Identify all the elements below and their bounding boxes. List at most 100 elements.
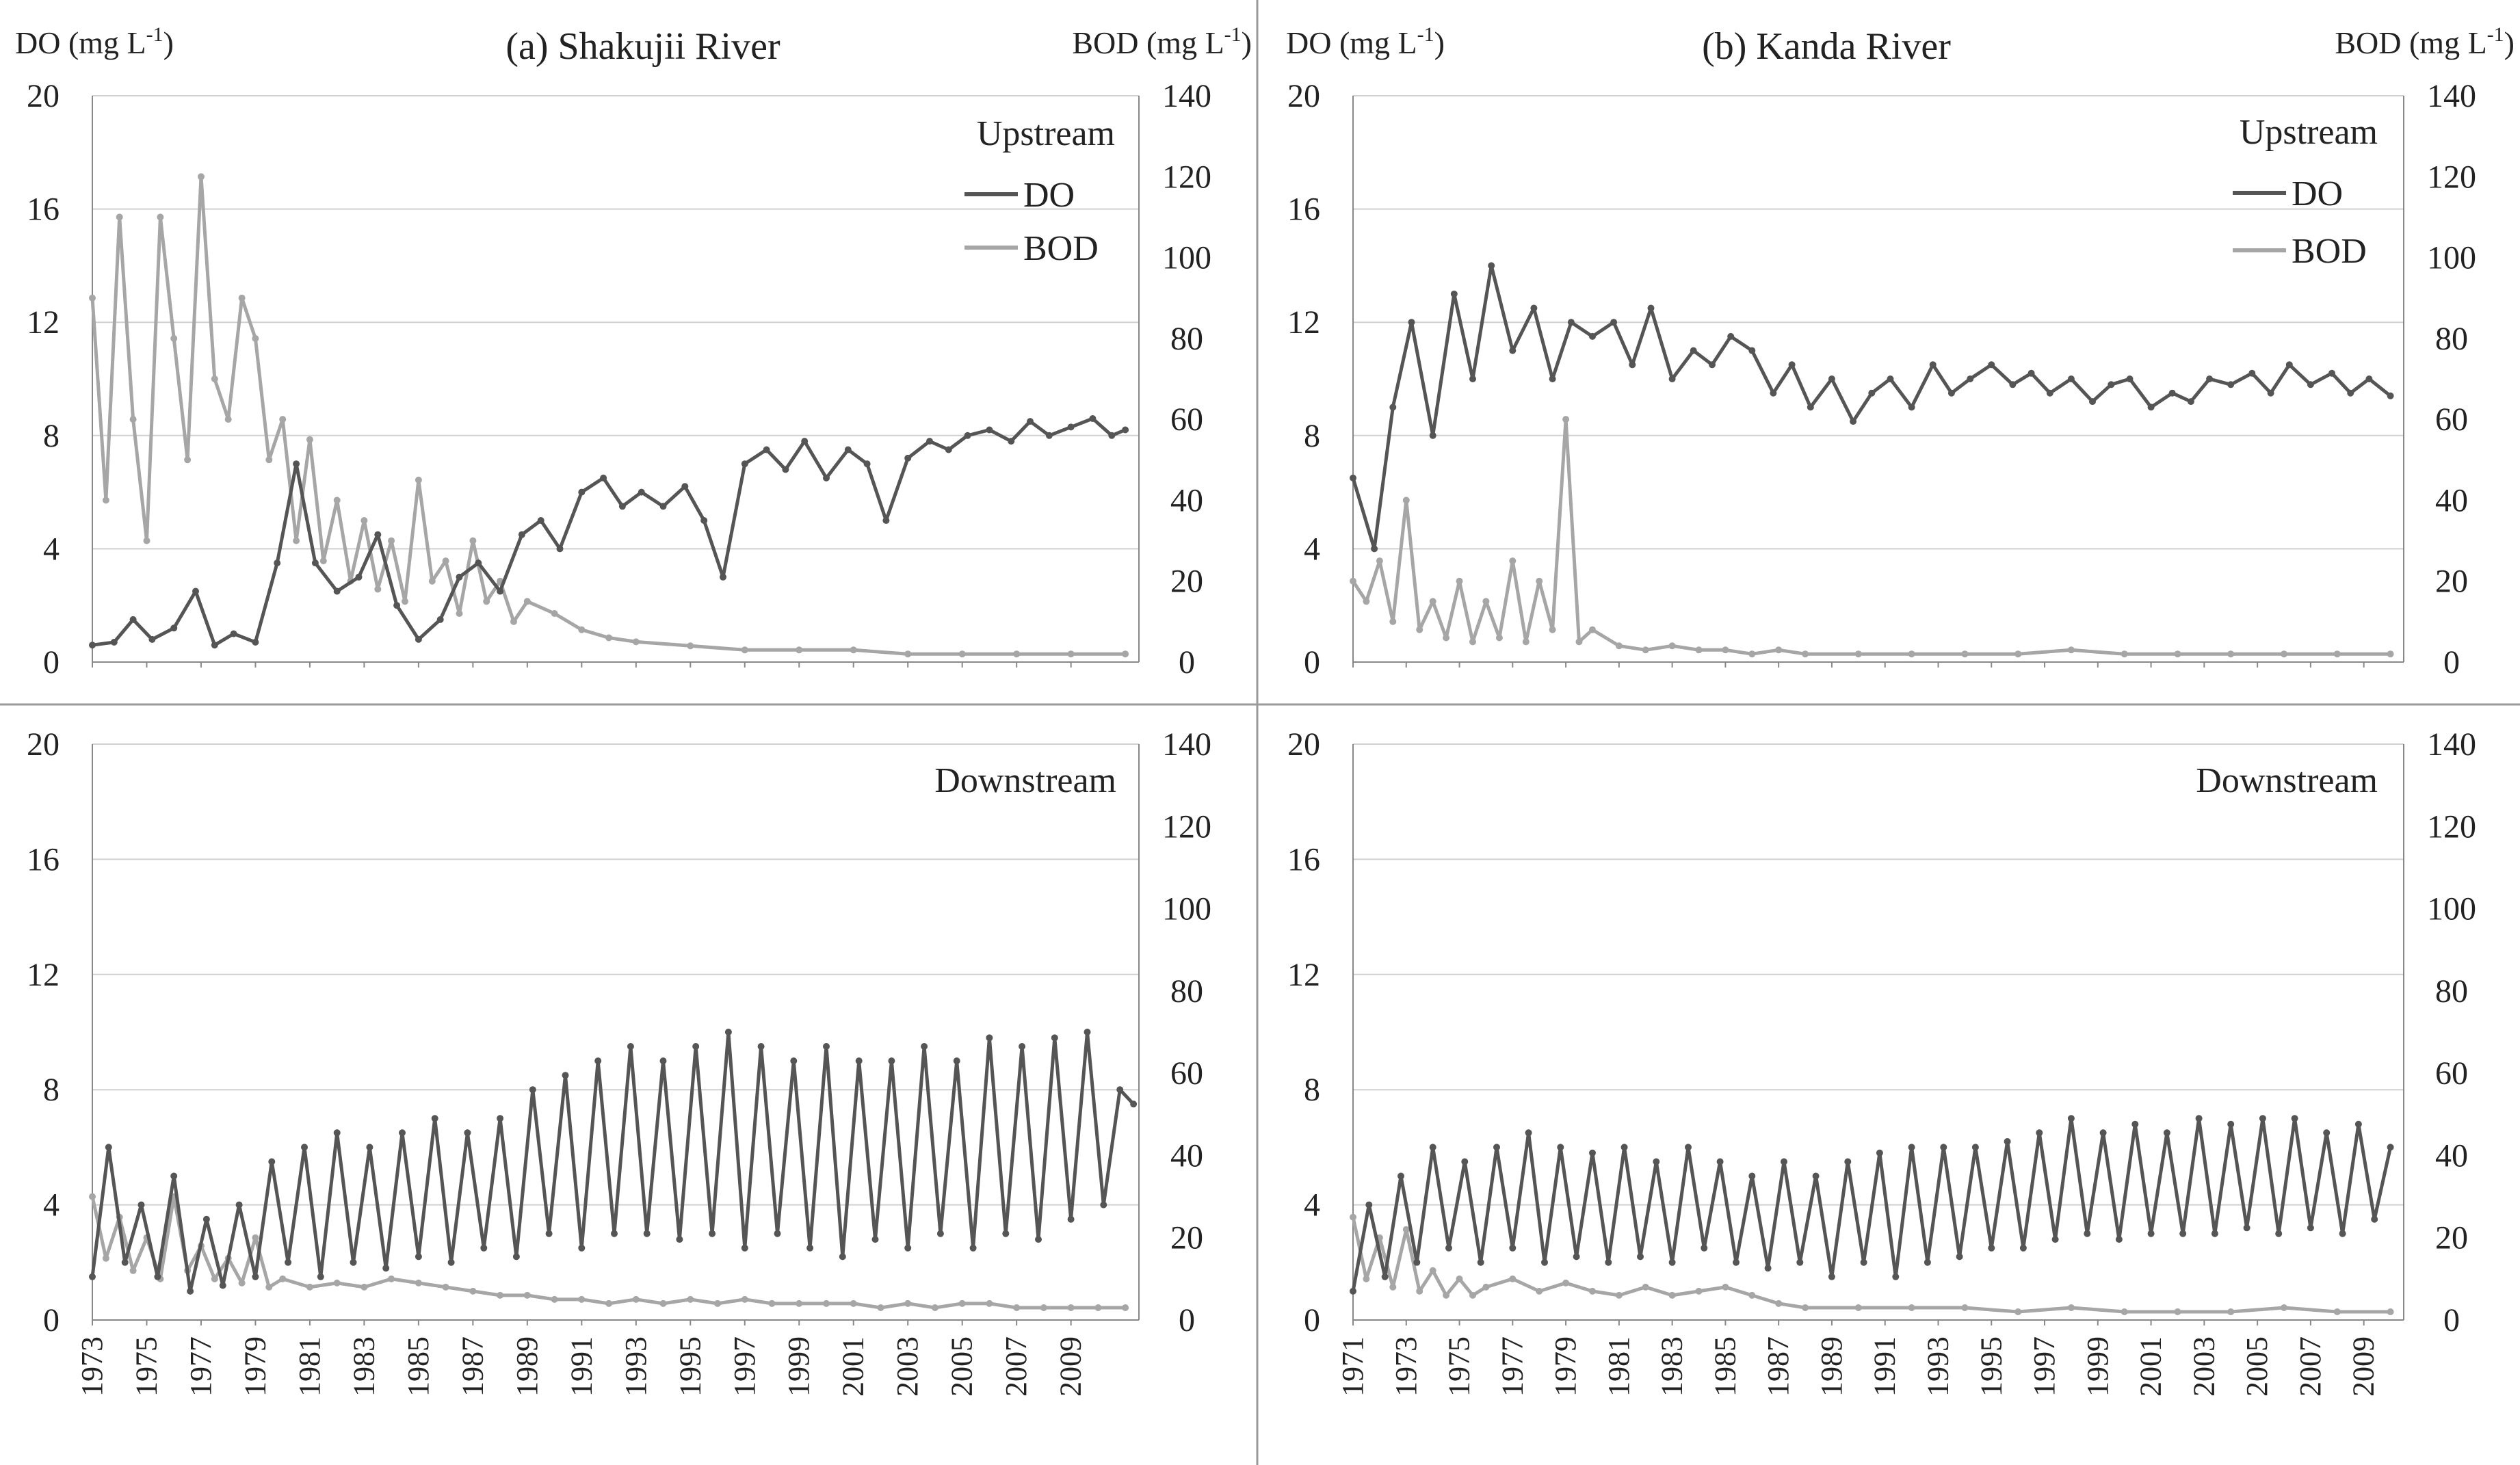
data-point-bod [1854, 650, 1862, 658]
data-point-bod [1429, 598, 1436, 605]
data-point-do [333, 1129, 341, 1137]
data-point-do [1892, 1273, 1900, 1280]
data-point-do [1647, 304, 1655, 312]
data-point-bod [279, 416, 287, 423]
data-point-do [1685, 1144, 1692, 1151]
data-point-bod [1482, 1283, 1490, 1291]
data-point-do [436, 616, 444, 623]
data-point-bod [224, 416, 232, 423]
y-tick-label-right: 100 [1162, 891, 1211, 927]
data-point-bod [958, 650, 966, 658]
data-point-do [89, 1273, 96, 1280]
data-point-bod [1482, 598, 1490, 605]
data-point-do [2371, 1215, 2378, 1223]
data-point-do [757, 1043, 765, 1050]
data-point-bod [456, 610, 463, 617]
data-point-bod [1536, 577, 1543, 585]
data-point-bod [523, 598, 531, 605]
data-point-do [2089, 398, 2096, 406]
data-point-do [823, 1043, 830, 1050]
data-point-bod [143, 537, 150, 544]
data-point-do [1493, 1144, 1500, 1151]
chart-panel-a-upstream: DO (mg L-1) (a) Shakujii River BOD (mg L… [15, 23, 1252, 681]
data-point-do [1637, 1253, 1644, 1261]
data-point-do [211, 642, 218, 649]
data-point-bod [184, 456, 192, 464]
y-tick-label-left: 8 [1304, 418, 1320, 454]
data-point-do [1122, 426, 1129, 434]
data-point-do [1727, 332, 1735, 340]
data-point-bod [687, 1295, 694, 1303]
data-point-do [1733, 1258, 1740, 1266]
data-point-bod [333, 497, 341, 504]
x-tick-label: 1973 [1389, 1336, 1423, 1397]
data-point-bod [211, 375, 218, 382]
data-point-do [1027, 418, 1034, 425]
y-tick-label-left: 4 [43, 1187, 60, 1224]
y-tick-label-left: 8 [43, 1072, 60, 1108]
data-point-do [926, 438, 933, 445]
data-point-do [1429, 1144, 1436, 1151]
data-point-bod [2387, 1308, 2394, 1315]
data-point-bod [1469, 1291, 1476, 1299]
data-point-bod [551, 1295, 558, 1303]
data-point-do [2259, 1115, 2266, 1122]
data-point-bod [632, 638, 640, 646]
data-point-do [1389, 404, 1397, 411]
y-tick-label-right: 120 [2427, 159, 2476, 195]
y-tick-label-right: 40 [2435, 482, 2468, 518]
data-point-do [1089, 415, 1097, 422]
data-point-do [2131, 1120, 2139, 1128]
data-point-bod [904, 650, 912, 658]
x-tick-label: 2007 [999, 1336, 1033, 1397]
data-point-bod [306, 1283, 313, 1291]
data-point-bod [1562, 1279, 1570, 1286]
data-point-do [2009, 381, 2017, 388]
data-point-bod [1522, 638, 1530, 646]
data-point-bod [2174, 650, 2181, 658]
y-tick-label-right: 0 [1179, 1302, 1195, 1338]
data-point-bod [89, 294, 96, 302]
data-point-bod [1642, 646, 1649, 654]
data-point-bod [1589, 626, 1596, 633]
data-point-do [1445, 1244, 1452, 1252]
data-point-do [1429, 432, 1436, 439]
x-tick-label: 2001 [2134, 1336, 2168, 1397]
series-line-bod [1351, 417, 2391, 656]
x-tick-label: 1995 [673, 1336, 707, 1397]
y-tick-label-right: 40 [1170, 1137, 1203, 1174]
data-point-do [230, 630, 237, 637]
data-point-do [1573, 1253, 1580, 1261]
data-point-do [1397, 1172, 1404, 1180]
data-point-do [529, 1086, 536, 1094]
data-point-bod [1854, 1304, 1862, 1311]
data-point-do [1709, 361, 1716, 369]
data-point-do [2163, 1129, 2170, 1137]
data-point-do [882, 517, 890, 524]
data-point-do [382, 1265, 390, 1272]
data-point-do [1828, 1273, 1835, 1280]
data-point-bod [1040, 1304, 1047, 1311]
data-point-bod [1363, 1275, 1370, 1282]
data-point-bod [1456, 577, 1463, 585]
y-tick-label-right: 40 [1170, 482, 1203, 518]
data-point-bod [1067, 1304, 1075, 1311]
data-point-do [317, 1273, 324, 1280]
x-tick-label: 1999 [2081, 1336, 2114, 1397]
y-tick-label-right: 80 [2435, 973, 2468, 1009]
data-point-do [252, 639, 259, 646]
data-point-bod [1122, 1304, 1129, 1311]
data-point-do [374, 531, 382, 538]
data-point-do [235, 1201, 243, 1209]
y-tick-label-right: 100 [2427, 891, 2476, 927]
data-point-bod [1363, 598, 1370, 605]
data-point-do [1668, 1258, 1676, 1266]
data-point-bod [279, 1275, 287, 1282]
data-point-bod [442, 557, 449, 565]
data-point-do [618, 503, 626, 510]
data-point-bod [497, 1291, 504, 1299]
data-point-do [1940, 1144, 1947, 1151]
data-point-bod [1013, 650, 1021, 658]
y-tick-label-left: 20 [1287, 78, 1320, 114]
